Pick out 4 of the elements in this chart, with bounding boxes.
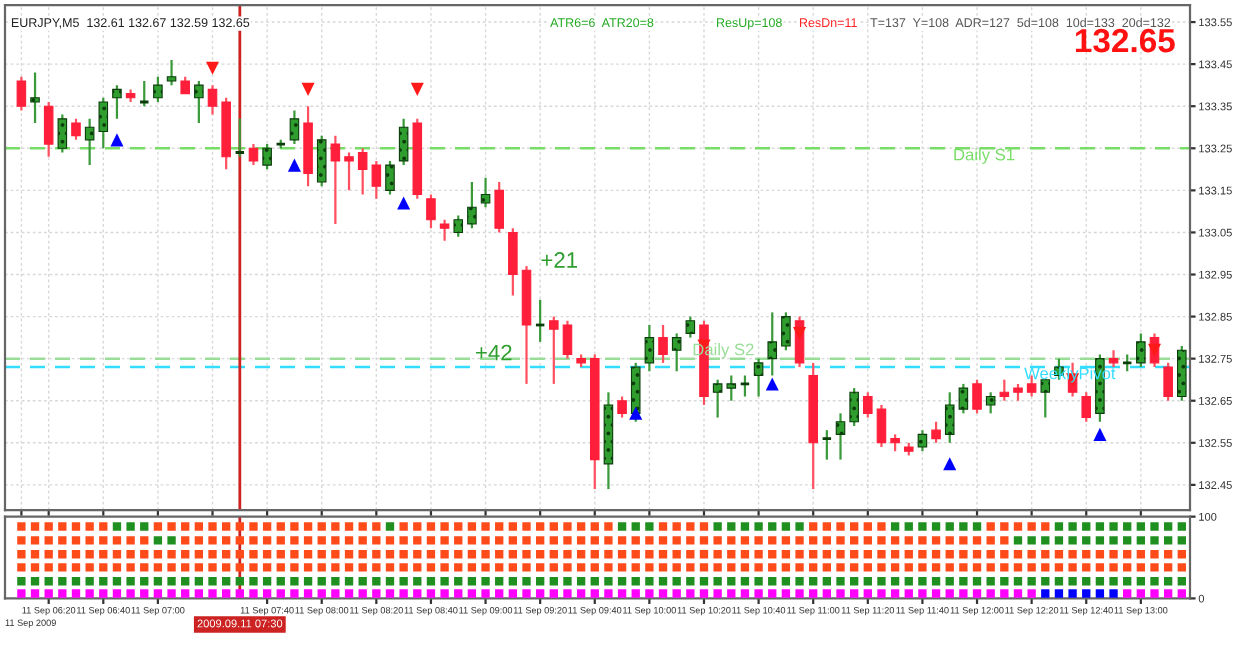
annotation: +42 — [476, 344, 512, 361]
annotation: +21 — [541, 252, 578, 268]
ref-line-label: Daily S1 — [954, 148, 1015, 164]
annotation: 132.65 — [1075, 28, 1175, 53]
